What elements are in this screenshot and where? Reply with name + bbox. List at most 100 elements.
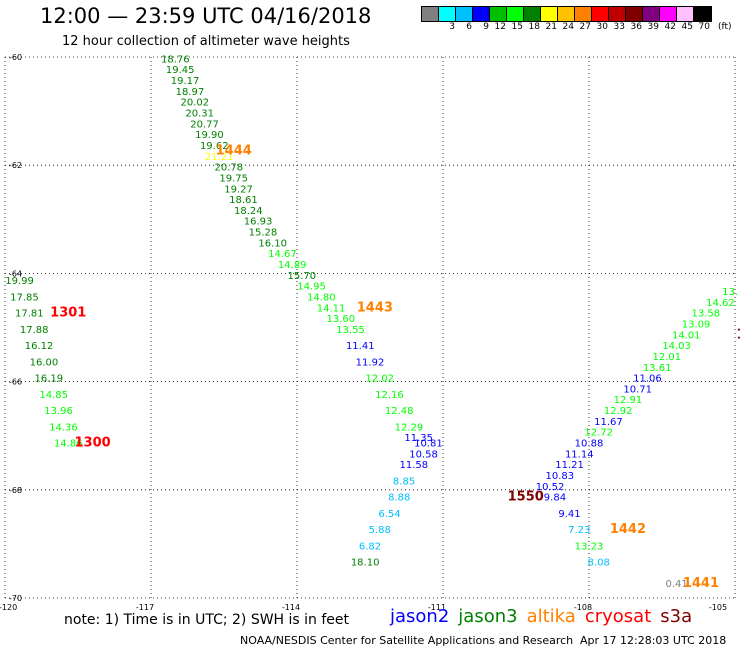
wave-height-value: 19.75 — [219, 173, 248, 184]
wave-height-value: 14.80 — [307, 292, 336, 303]
wave-height-value: 12.48 — [385, 406, 414, 417]
wave-height-value: 16.19 — [34, 374, 63, 385]
wave-height-value: 19.99 — [5, 276, 34, 287]
wave-height-value: 10.58 — [409, 449, 438, 460]
legend-entry-cryosat: cryosat — [584, 606, 652, 627]
wave-height-value: 13.09 — [682, 320, 711, 331]
color-scale-label: 12 — [494, 22, 506, 32]
wave-height-value: 10.88 — [575, 439, 604, 450]
map-subtitle: 12 hour collection of altimeter wave hei… — [62, 34, 350, 49]
pass-time-label: 1442 — [610, 522, 646, 537]
wave-height-value: 11.92 — [356, 357, 385, 368]
color-swatch — [694, 7, 711, 21]
color-swatch — [439, 7, 456, 21]
color-swatch — [677, 7, 694, 21]
color-swatch — [456, 7, 473, 21]
wave-height-value: 19.17 — [171, 76, 200, 87]
wave-height-value: 16.12 — [25, 341, 54, 352]
wave-height-value: 20.02 — [180, 98, 209, 109]
wave-height-value: 14.36 — [49, 422, 78, 433]
color-scale-label: 21 — [545, 22, 557, 32]
wave-height-value: 20.31 — [185, 109, 214, 120]
lon-tick-label: -108 — [574, 603, 592, 612]
wave-height-value: 0.41 — [665, 579, 687, 590]
legend-entry-jason3: jason3 — [458, 606, 518, 627]
color-swatch — [592, 7, 609, 21]
wave-height-value: 18.10 — [351, 558, 380, 569]
color-scale-label: 18 — [528, 22, 540, 32]
map-tick-labels: -60 -62 -64 -66 -68 -70-120 -117 -114 -111 -108 -1… — [0, 53, 727, 612]
pass-time-label: 1300 — [75, 436, 111, 451]
wave-height-value: 13.58 — [691, 309, 720, 320]
pass-time-label: 1301 — [50, 306, 86, 321]
wave-height-value: 14.89 — [278, 260, 307, 271]
wave-height-value: 11.14 — [565, 449, 594, 460]
wave-height-value: 16.10 — [258, 238, 287, 249]
wave-height-value: 17.85 — [10, 292, 39, 303]
color-scale-bar — [421, 6, 712, 22]
wave-height-value: 14.67 — [268, 249, 297, 260]
wave-height-value: 13.60 — [326, 314, 355, 325]
map-grid — [4, 56, 736, 599]
color-scale-label: 39 — [647, 22, 659, 32]
color-scale-label: 9 — [483, 22, 489, 32]
wave-height-value: 17.81 — [15, 309, 44, 320]
color-swatch — [575, 7, 592, 21]
lon-tick-label: -105 — [709, 603, 727, 612]
wave-height-value: 10.71 — [623, 384, 652, 395]
wave-height-value: 18.24 — [234, 206, 263, 217]
color-scale-label: 3 — [449, 22, 455, 32]
wave-height-value: 18.76 — [161, 54, 190, 65]
wave-height-value: 5.88 — [369, 525, 391, 536]
wave-height-value: 12.92 — [604, 406, 633, 417]
wave-height-value: 19.62 — [200, 141, 229, 152]
wave-height-value: 13.96 — [44, 406, 73, 417]
pass-time-label: 1444 — [216, 143, 252, 158]
lat-tick-label: -64 — [9, 269, 22, 278]
wave-height-value: 8.08 — [588, 558, 610, 569]
wave-height-value: 14.95 — [297, 282, 326, 293]
wave-height-value: 18.61 — [229, 195, 258, 206]
wave-height-value: 6.82 — [359, 541, 381, 552]
wave-height-value: 11.35 — [404, 433, 433, 444]
pass-time-label: 1443 — [357, 300, 393, 315]
color-swatch — [490, 7, 507, 21]
wave-height-value: 18.97 — [176, 87, 205, 98]
wave-height-value: 14.03 — [662, 341, 691, 352]
wave-height-value: 12.91 — [614, 395, 643, 406]
wave-height-value: 11.58 — [399, 460, 428, 471]
wave-height-value: 16.00 — [30, 357, 59, 368]
wave-height-value: 6.54 — [378, 509, 400, 520]
pass-time-label: 1549 — [736, 327, 740, 342]
color-swatch — [507, 7, 524, 21]
lon-tick-label: -111 — [428, 603, 446, 612]
wave-height-value: 12.16 — [375, 390, 404, 401]
color-swatch — [422, 7, 439, 21]
pass-time-labels: 1444 1301 1443 1300 1550 1442 1441 1549 — [50, 143, 740, 591]
wave-height-value: 15.28 — [249, 228, 278, 239]
wave-height-value: 19.90 — [195, 130, 224, 141]
color-swatch — [473, 7, 490, 21]
wave-height-value: 9.84 — [544, 493, 566, 504]
wave-height-value: 12.29 — [395, 422, 424, 433]
wave-height-value: 12.72 — [584, 428, 613, 439]
wave-height-value: 16.93 — [244, 217, 273, 228]
lat-tick-label: -60 — [9, 53, 22, 62]
pass-time-label: 1550 — [508, 490, 544, 505]
color-swatch — [643, 7, 660, 21]
color-scale-label: 42 — [664, 22, 676, 32]
generated-timestamp: Apr 17 12:28:03 UTC 2018 — [580, 634, 727, 647]
color-scale-label: 15 — [511, 22, 523, 32]
map-title: 12:00 — 23:59 UTC 04/16/2018 — [40, 4, 372, 28]
wave-height-value: 17.88 — [20, 325, 49, 336]
wave-height-value: 19.27 — [224, 184, 253, 195]
color-swatch — [626, 7, 643, 21]
wave-height-value: 11.21 — [555, 460, 584, 471]
wave-height-value: 15.70 — [288, 271, 317, 282]
lat-tick-label: -68 — [9, 486, 22, 495]
pass-time-label: 1441 — [683, 576, 719, 591]
wave-height-value: 10.52 — [536, 482, 565, 493]
footer-note: note: 1) Time is in UTC; 2) SWH is in fe… — [64, 612, 350, 628]
wave-height-value: 8.88 — [388, 493, 410, 504]
wave-height-value: 14.86 — [54, 439, 83, 450]
